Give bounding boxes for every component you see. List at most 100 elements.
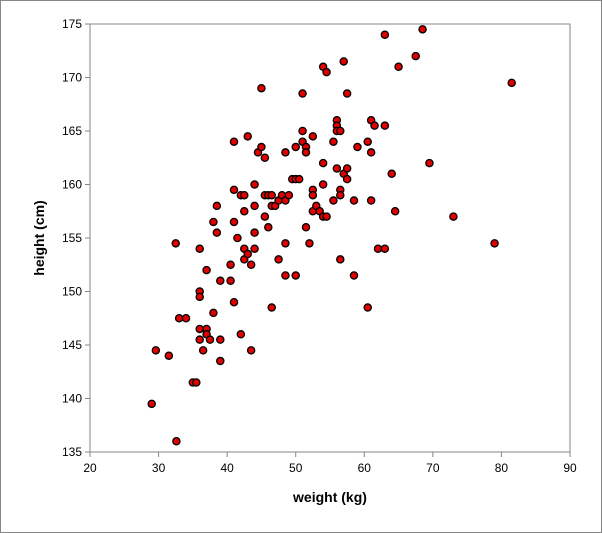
data-point bbox=[229, 297, 239, 307]
data-point bbox=[281, 271, 290, 280]
data-point bbox=[250, 228, 259, 237]
y-tick-label: 165 bbox=[62, 124, 82, 138]
data-point bbox=[349, 271, 359, 280]
data-point bbox=[305, 239, 314, 248]
data-point bbox=[387, 169, 396, 179]
data-point bbox=[298, 126, 307, 136]
x-tick-label: 90 bbox=[563, 461, 577, 475]
data-point bbox=[418, 25, 427, 34]
data-point bbox=[342, 164, 352, 173]
data-point bbox=[209, 308, 218, 318]
data-point bbox=[260, 153, 270, 162]
data-point bbox=[164, 351, 174, 360]
data-point bbox=[380, 121, 390, 130]
data-point bbox=[236, 330, 246, 339]
data-point bbox=[318, 180, 328, 189]
data-point bbox=[308, 190, 318, 200]
y-axis: 135 140 145 150 155 160 165 170 175 bbox=[62, 17, 90, 459]
data-point bbox=[322, 212, 331, 221]
data-point bbox=[394, 62, 403, 72]
data-point bbox=[243, 249, 252, 259]
data-point bbox=[243, 132, 252, 141]
data-point bbox=[291, 142, 300, 152]
data-point bbox=[380, 30, 390, 39]
data-point bbox=[281, 148, 290, 157]
data-point bbox=[171, 239, 180, 248]
data-point bbox=[449, 212, 458, 221]
x-tick-label: 70 bbox=[426, 461, 440, 475]
data-point bbox=[373, 244, 383, 253]
data-point bbox=[301, 223, 311, 232]
data-point bbox=[209, 217, 218, 227]
data-point bbox=[229, 137, 239, 146]
data-point bbox=[250, 244, 259, 253]
data-point bbox=[205, 335, 215, 344]
data-point bbox=[216, 335, 225, 344]
data-point bbox=[308, 132, 318, 141]
y-tick-label: 135 bbox=[62, 445, 82, 459]
data-point bbox=[147, 399, 156, 409]
plot-area bbox=[89, 23, 571, 453]
data-point bbox=[318, 158, 328, 168]
data-point bbox=[363, 137, 372, 146]
data-point bbox=[181, 313, 191, 323]
data-point bbox=[342, 174, 352, 184]
x-tick-label: 40 bbox=[220, 461, 234, 475]
y-tick-label: 150 bbox=[62, 285, 82, 299]
data-point bbox=[329, 196, 338, 205]
x-tick-label: 50 bbox=[289, 461, 303, 475]
data-point bbox=[250, 180, 259, 189]
data-point bbox=[366, 148, 376, 157]
data-series bbox=[147, 25, 516, 446]
data-point bbox=[267, 190, 276, 200]
data-point bbox=[172, 437, 181, 446]
data-point bbox=[250, 201, 259, 211]
data-point bbox=[339, 57, 348, 66]
data-point bbox=[336, 190, 345, 200]
data-point bbox=[174, 313, 184, 323]
data-point bbox=[390, 206, 400, 216]
data-point bbox=[246, 346, 256, 355]
data-point bbox=[212, 201, 222, 211]
data-point bbox=[284, 190, 294, 200]
data-point bbox=[226, 276, 235, 286]
data-point bbox=[332, 164, 342, 173]
data-point bbox=[329, 137, 338, 146]
data-point bbox=[490, 239, 499, 248]
data-point bbox=[246, 260, 256, 269]
data-point bbox=[257, 83, 266, 93]
data-point bbox=[240, 190, 249, 200]
data-point bbox=[226, 260, 235, 269]
data-point bbox=[229, 217, 239, 227]
y-axis-title: height (cm) bbox=[31, 200, 47, 275]
data-point bbox=[216, 356, 225, 366]
x-tick-label: 30 bbox=[152, 461, 166, 475]
data-point bbox=[195, 324, 204, 334]
data-point bbox=[342, 89, 352, 98]
data-point bbox=[363, 303, 372, 312]
x-axis: 20 30 40 50 60 70 80 90 bbox=[83, 452, 577, 475]
x-tick-label: 20 bbox=[83, 461, 97, 475]
data-point bbox=[212, 228, 222, 237]
plot-area-border bbox=[89, 23, 571, 453]
data-point bbox=[294, 174, 304, 184]
data-point bbox=[366, 196, 376, 205]
y-tick-label: 145 bbox=[62, 338, 82, 352]
data-point bbox=[202, 265, 211, 275]
data-point bbox=[353, 142, 362, 152]
data-point bbox=[192, 378, 201, 387]
data-point bbox=[301, 148, 311, 157]
data-point bbox=[507, 78, 516, 88]
y-tick-label: 155 bbox=[62, 231, 82, 245]
data-point bbox=[370, 121, 379, 130]
y-tick-label: 160 bbox=[62, 178, 82, 192]
data-point bbox=[260, 212, 270, 221]
x-tick-label: 60 bbox=[358, 461, 372, 475]
data-point bbox=[229, 185, 239, 195]
data-point bbox=[216, 276, 225, 286]
data-point bbox=[425, 158, 434, 168]
data-point bbox=[380, 244, 390, 253]
x-axis-title: weight (kg) bbox=[292, 489, 367, 505]
